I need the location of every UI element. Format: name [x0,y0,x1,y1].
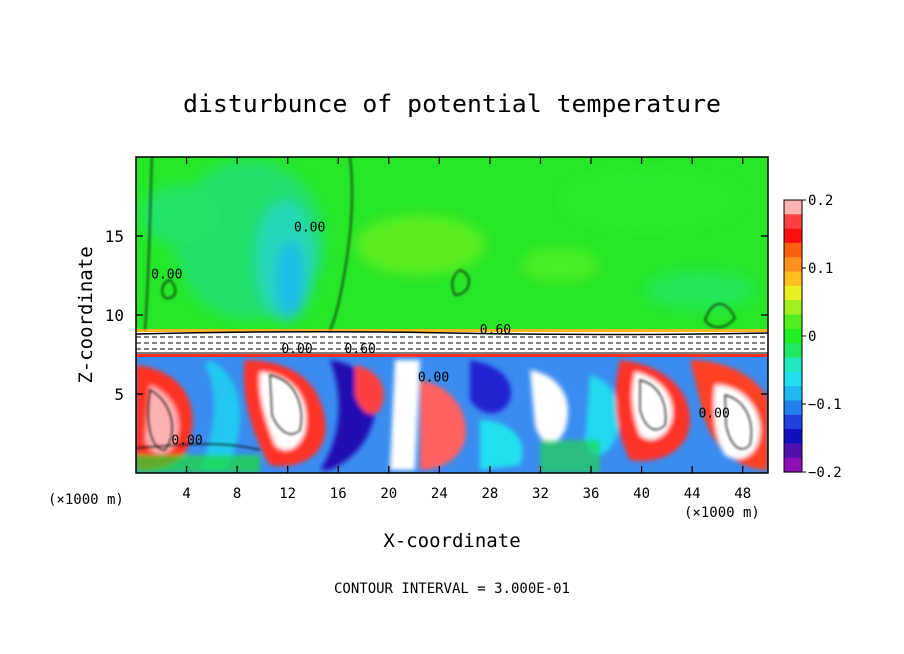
colorbar-swatch [784,386,802,402]
plot-area [136,157,768,473]
x-tick-label: 16 [330,486,347,502]
x-tick-label: 36 [583,486,600,502]
colorbar-swatch [784,300,802,316]
contour-lines [136,157,752,451]
colorbar-swatch [784,314,802,330]
x-tick-label: 20 [380,486,397,502]
x-tick-label: 28 [481,486,498,502]
colorbar-swatch [784,400,802,416]
chart-title: disturbunce of potential temperature [183,90,721,118]
colorbar-swatch [784,285,802,301]
y-axis-label: Z-coordinate [75,246,97,383]
y-tick-label: 15 [105,227,124,246]
upper-field [140,160,755,320]
y-tick-label: 10 [105,306,124,325]
colorbar-swatch [784,242,802,258]
x-tick-label: 44 [684,486,701,502]
colorbar: 0.2 0.1 0 −0.1 −0.2 [783,193,842,481]
colorbar-swatch [784,357,802,373]
contour-label: 0.00 [698,407,729,422]
colorbar-swatch [784,228,802,244]
colorbar-swatch [784,443,802,459]
colorbar-tick-label: 0.1 [808,261,833,277]
x-tick-label: 4 [182,486,190,502]
x-tick-label: 32 [532,486,549,502]
lower-turbulent-field [136,357,768,473]
y-tick-label: 5 [114,385,124,404]
colorbar-tick-label: 0.2 [808,193,833,209]
colorbar-tick-label: −0.1 [808,397,842,413]
inversion-band [136,329,768,357]
colorbar-swatch [784,200,802,215]
x-unit-label: (×1000 m) [684,505,760,521]
colorbar-swatch [784,457,802,473]
x-tick-label: 8 [233,486,241,502]
contour-label: 0.00 [418,370,449,385]
x-tick-label: 24 [431,486,448,502]
x-tick-label: 12 [279,486,296,502]
colorbar-swatch [784,343,802,359]
colorbar-swatch [784,371,802,387]
colorbar-tick-label: −0.2 [808,465,842,481]
contour-labels: 0.00 0.00 0.60 0.00 0.60 0.00 0.00 0.00 [151,220,730,448]
contour-interval-note: CONTOUR INTERVAL = 3.000E-01 [334,581,570,597]
contour-label: 0.60 [345,342,376,357]
contour-label: 0.00 [171,434,202,449]
x-tick-label: 40 [633,486,650,502]
contour-label: 0.60 [480,323,511,338]
colorbar-swatch [784,214,802,230]
x-axis-ticks: 4 8 12 16 20 24 28 32 36 40 44 48 [182,157,751,502]
x-tick-label: 48 [734,486,751,502]
colorbar-swatch [784,414,802,430]
x-axis-label: X-coordinate [383,530,520,552]
colorbar-swatch [784,429,802,444]
colorbar-swatch [784,271,802,287]
contour-label: 0.00 [151,268,182,283]
colorbar-swatch [784,257,802,273]
z-unit-label: (×1000 m) [48,492,124,508]
contour-label: 0.00 [281,342,312,357]
colorbar-swatch [784,328,802,344]
y-axis-ticks: 5 10 15 [105,227,768,404]
contour-label: 0.00 [294,220,325,235]
colorbar-tick-label: 0 [808,329,816,345]
